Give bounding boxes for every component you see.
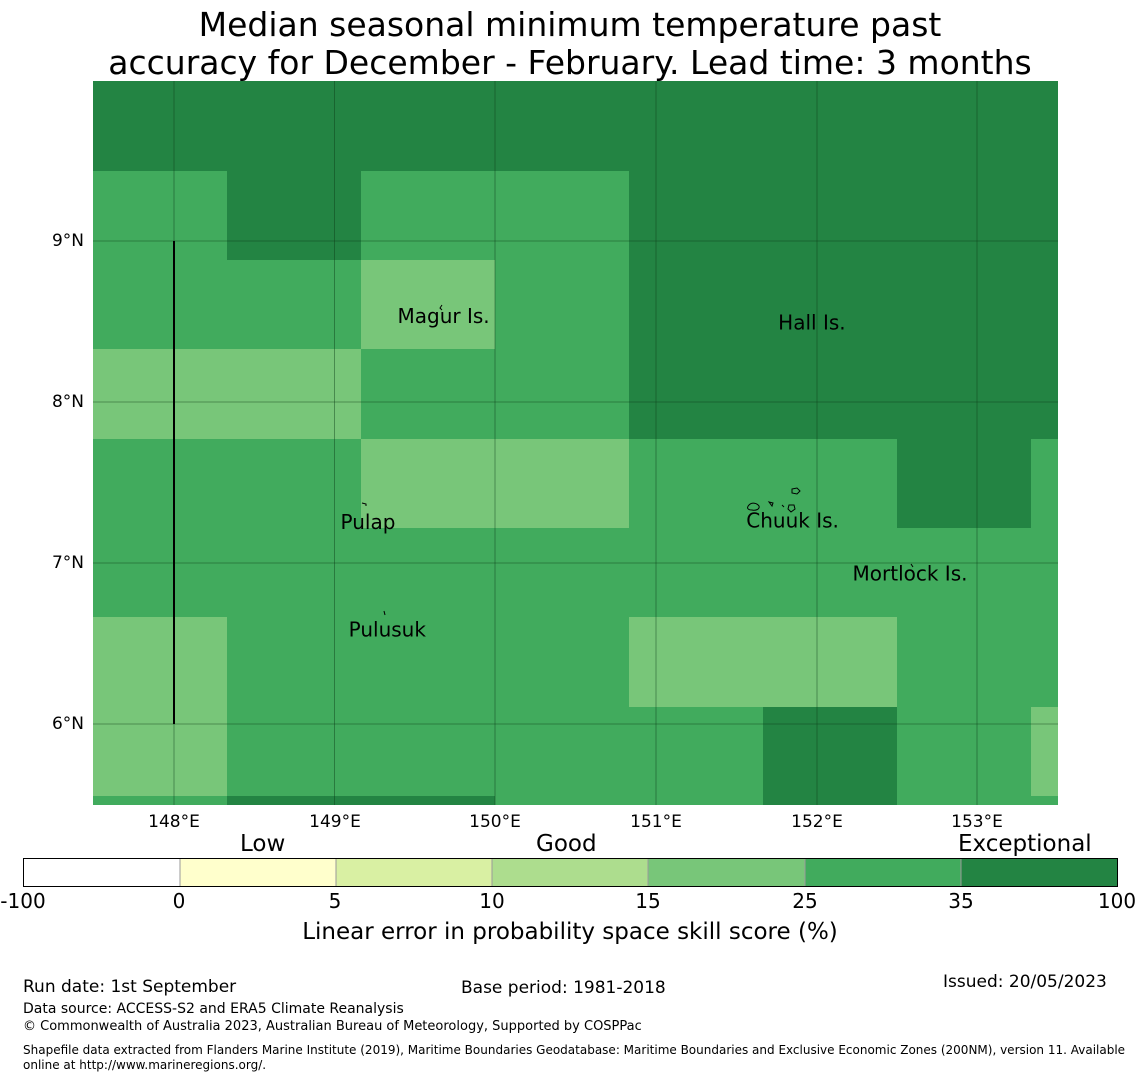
shapefile-credit-line-1: Shapefile data extracted from Flanders M… bbox=[23, 1043, 1126, 1057]
colorbar-tick-0: 0 bbox=[172, 889, 186, 913]
island-labels: Magur Is. Hall Is. Pulap Chuuk Is. Mortl… bbox=[341, 304, 968, 642]
map-cell bbox=[93, 617, 227, 796]
map-cell bbox=[227, 796, 495, 805]
island-label-pulap: Pulap bbox=[341, 510, 396, 534]
colorbar-tick-15: 15 bbox=[635, 889, 661, 913]
map-title-line-2: accuracy for December - February. Lead t… bbox=[108, 43, 1032, 82]
colorbar-swatch-4 bbox=[492, 859, 648, 886]
map-cell bbox=[93, 349, 361, 439]
colorbar-swatch-5 bbox=[648, 859, 805, 886]
lon-label-148e: 148°E bbox=[148, 812, 200, 832]
shapefile-credit-line-2: online at http://www.marineregions.org/. bbox=[23, 1058, 267, 1072]
run-date: Run date: 1st September bbox=[23, 977, 237, 997]
lon-label-150e: 150°E bbox=[469, 812, 521, 832]
colorbar-swatch-1 bbox=[24, 859, 180, 886]
lon-label-153e: 153°E bbox=[951, 812, 1003, 832]
map-cell bbox=[93, 81, 1058, 171]
graticule bbox=[93, 81, 1058, 805]
chuuk-island-outline bbox=[781, 504, 785, 508]
skill-score-map: Magur Is. Hall Is. Pulap Chuuk Is. Mortl… bbox=[93, 81, 1058, 805]
lat-label-8n: 8°N bbox=[51, 392, 84, 412]
lon-label-151e: 151°E bbox=[630, 812, 682, 832]
island-label-chuuk: Chuuk Is. bbox=[746, 508, 839, 532]
colorbar-category-exceptional: Exceptional bbox=[958, 831, 1092, 857]
colorbar-category-low: Low bbox=[240, 831, 286, 857]
island-label-mortlock: Mortlock Is. bbox=[853, 561, 968, 585]
copyright: © Commonwealth of Australia 2023, Austra… bbox=[23, 1019, 642, 1034]
map-cell bbox=[1031, 707, 1058, 796]
lat-label-7n: 7°N bbox=[51, 553, 84, 573]
colorbar-dividers bbox=[179, 859, 962, 886]
colorbar bbox=[23, 858, 1118, 887]
map-cell bbox=[361, 260, 495, 349]
colorbar-tick-25: 25 bbox=[792, 889, 818, 913]
mortlock-island-outline bbox=[910, 563, 914, 568]
issued-date: Issued: 20/05/2023 bbox=[943, 972, 1107, 992]
map-cell bbox=[629, 171, 1058, 439]
colorbar-swatch-3 bbox=[336, 859, 492, 886]
data-source: Data source: ACCESS-S2 and ERA5 Climate … bbox=[23, 1001, 404, 1017]
colorbar-swatch-7 bbox=[961, 859, 1117, 886]
lon-label-149e: 149°E bbox=[309, 812, 361, 832]
lat-label-6n: 6°N bbox=[51, 714, 84, 734]
lat-label-9n: 9°N bbox=[51, 231, 84, 251]
map-title-line-1: Median seasonal minimum temperature past bbox=[198, 5, 942, 44]
map-cell bbox=[763, 707, 897, 805]
colorbar-tick-5: 5 bbox=[328, 889, 342, 913]
colorbar-tick-10: 10 bbox=[479, 889, 505, 913]
colorbar-frame bbox=[23, 858, 1118, 887]
pulusuk-island-outline bbox=[383, 610, 386, 616]
island-label-hall: Hall Is. bbox=[778, 310, 845, 334]
island-label-pulusuk: Pulusuk bbox=[349, 618, 427, 642]
chuuk-lagoon-outline bbox=[747, 502, 760, 511]
colorbar-category-good: Good bbox=[536, 831, 597, 857]
map-cell bbox=[227, 171, 361, 260]
colorbar-label: Linear error in probability space skill … bbox=[302, 919, 838, 945]
map-cell bbox=[897, 439, 1031, 528]
lon-label-152e: 152°E bbox=[791, 812, 843, 832]
island-label-magur: Magur Is. bbox=[398, 304, 490, 328]
pulap-island-outline bbox=[361, 502, 367, 506]
chuuk-island-outline bbox=[767, 501, 774, 508]
colorbar-tick-100: 100 bbox=[1097, 889, 1137, 913]
chuuk-island-outline bbox=[791, 487, 801, 495]
island-outlines bbox=[361, 304, 914, 616]
colorbar-swatch-2 bbox=[180, 859, 336, 886]
base-period: Base period: 1981-2018 bbox=[461, 978, 666, 998]
colorbar-tick--100: -100 bbox=[0, 889, 46, 913]
chuuk-island-outline bbox=[787, 504, 796, 513]
magur-island-outline bbox=[439, 304, 443, 311]
map-cell bbox=[629, 617, 897, 707]
colorbar-swatch-6 bbox=[805, 859, 961, 886]
colorbar-tick-35: 35 bbox=[948, 889, 974, 913]
